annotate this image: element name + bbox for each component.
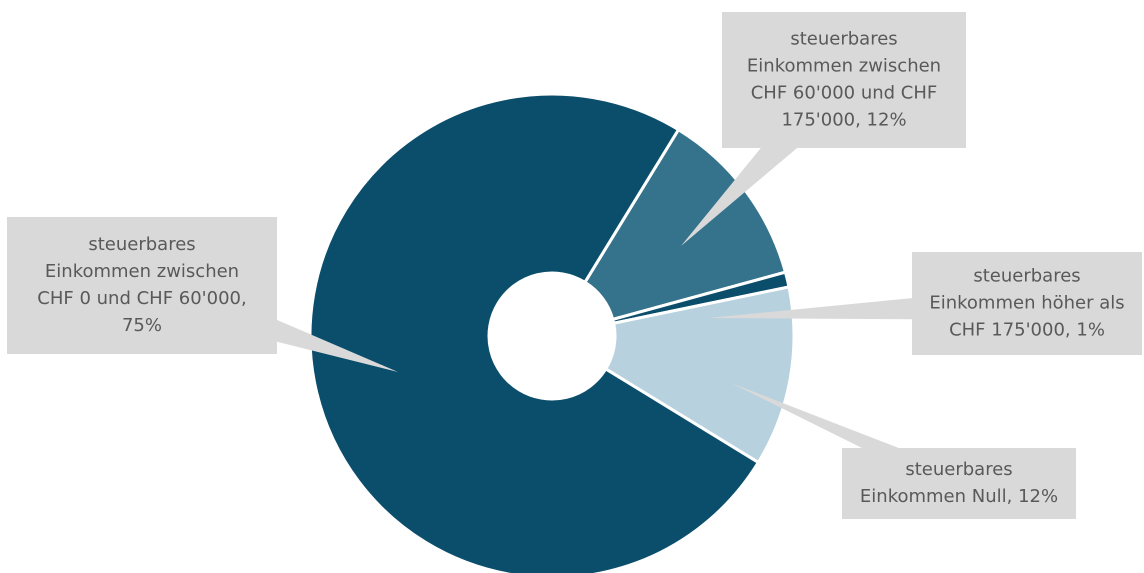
data-label-line: Einkommen zwischen: [747, 56, 941, 77]
data-label-callout: steuerbares Einkommen höher als CHF 175'00…: [708, 252, 1142, 355]
data-label-line: Einkommen höher als: [929, 293, 1124, 314]
donut-slice: [603, 285, 796, 465]
data-label-line: Einkommen zwischen: [45, 261, 239, 282]
data-label-line: steuerbares: [790, 29, 897, 50]
data-label-callouts: steuerbares Einkommen zwischen CHF 0 und C…: [7, 12, 1142, 519]
donut-slice: [582, 127, 788, 322]
callout-box: [722, 12, 966, 148]
data-label-line: CHF 0 und CHF 60'000,: [37, 288, 246, 309]
data-label-line: steuerbares: [905, 459, 1012, 480]
callout-box: [7, 217, 277, 354]
data-label-callout: steuerbares Einkommen zwischen CHF 0 und C…: [7, 217, 399, 372]
callout-box: [842, 448, 1076, 519]
data-label-line: 175'000, 12%: [781, 110, 906, 131]
data-label: steuerbares Einkommen zwischen CHF 60'000 …: [747, 29, 941, 131]
data-label-line: steuerbares: [973, 266, 1080, 287]
data-label: steuerbares Einkommen höher als CHF 175'00…: [929, 266, 1124, 341]
data-label: steuerbares Einkommen zwischen CHF 0 und C…: [37, 234, 246, 336]
data-label-line: steuerbares: [88, 234, 195, 255]
data-label-callout: steuerbares Einkommen Null, 12%: [731, 383, 1076, 519]
donut-slice: [308, 92, 761, 573]
data-label-line: CHF 175'000, 1%: [949, 320, 1105, 341]
donut-slices: [308, 92, 796, 573]
callout-box: [912, 252, 1142, 355]
data-label-line: CHF 60'000 und CHF: [751, 83, 938, 104]
data-label-line: Einkommen Null, 12%: [860, 486, 1058, 507]
data-label: steuerbares Einkommen Null, 12%: [860, 459, 1058, 507]
data-label-line: 75%: [122, 315, 162, 336]
data-label-callout: steuerbares Einkommen zwischen CHF 60'000 …: [681, 12, 966, 246]
